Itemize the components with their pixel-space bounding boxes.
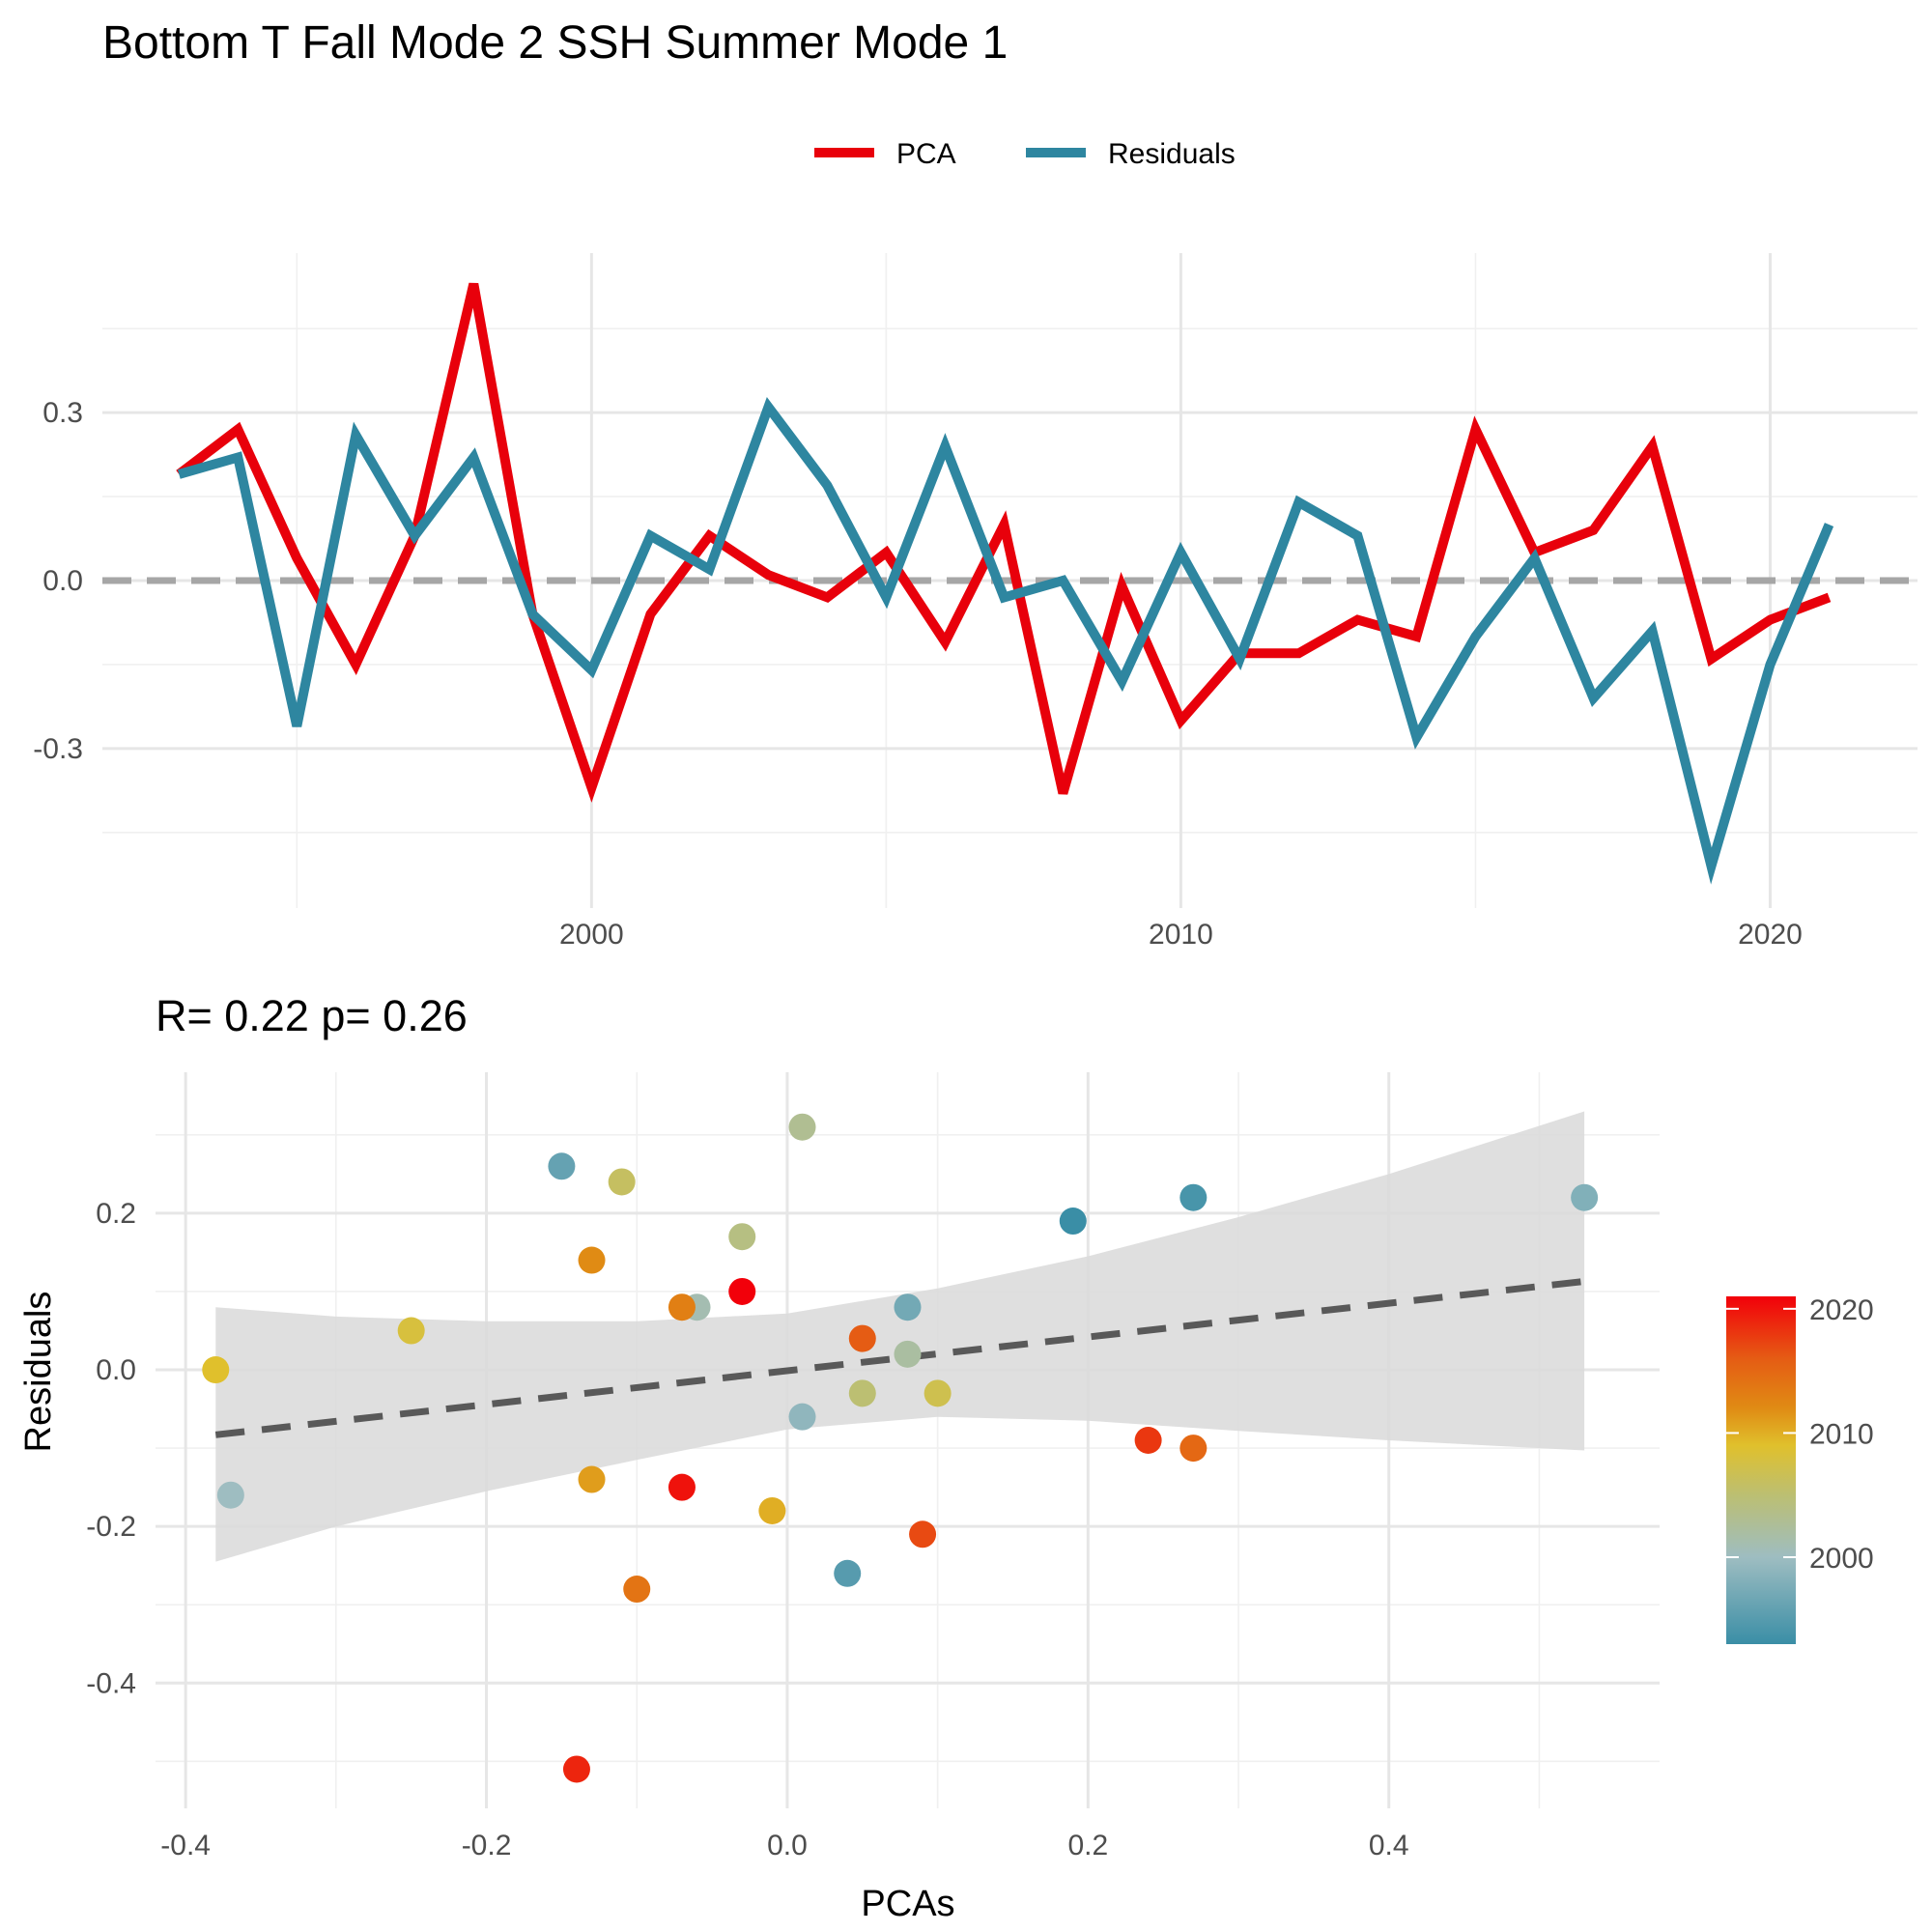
scatter-point — [608, 1168, 636, 1196]
scatter-point — [894, 1293, 922, 1321]
scatter-point — [397, 1317, 425, 1345]
y-tick-label: -0.2 — [86, 1511, 136, 1543]
scatter-point — [788, 1403, 816, 1431]
scatter-point — [548, 1152, 576, 1180]
y-tick-label: 0.0 — [43, 565, 83, 597]
series-line-residuals — [177, 397, 1834, 885]
y-tick-label: 0.3 — [43, 397, 83, 429]
y-tick-label: -0.3 — [33, 733, 83, 765]
scatter-point — [728, 1277, 756, 1305]
legend-label-pca: PCA — [896, 138, 956, 170]
scatter-point — [834, 1559, 862, 1587]
colorbar-gradient — [1726, 1296, 1796, 1644]
scatter-point — [788, 1113, 816, 1141]
scatter-x-axis-title: PCAs — [861, 1884, 954, 1924]
scatter-point — [894, 1340, 922, 1368]
x-tick-label: 0.4 — [1369, 1830, 1409, 1861]
scatter-point — [758, 1496, 786, 1524]
scatter-point — [578, 1246, 606, 1274]
y-tick-label: 0.2 — [96, 1198, 136, 1230]
scatter-panel: 0.2 0.0 -0.2 -0.4 -0.4 -0.2 0.0 0.2 0.4 — [86, 1072, 1660, 1861]
scatter-point — [216, 1481, 244, 1509]
scatter-point — [848, 1379, 876, 1407]
x-tick-label: 2000 — [559, 919, 624, 951]
scatter-point — [1134, 1427, 1162, 1454]
timeseries-panel: 0.3 0.0 -0.3 2000 2010 2020 — [33, 253, 1918, 951]
colorbar-tick-label: 2010 — [1809, 1418, 1874, 1450]
scatter-point — [848, 1324, 876, 1352]
confidence-band — [215, 1111, 1585, 1562]
scatter-point — [1571, 1183, 1599, 1211]
x-tick-label: 2010 — [1149, 919, 1213, 951]
x-tick-label: 0.0 — [767, 1830, 808, 1861]
scatter-point — [668, 1473, 696, 1501]
scatter-point — [578, 1465, 606, 1493]
x-tick-label: 0.2 — [1067, 1830, 1108, 1861]
scatter-point — [1179, 1183, 1208, 1211]
scatter-point — [623, 1576, 651, 1604]
colorbar-tick-label: 2000 — [1809, 1543, 1874, 1575]
colorbar: 2020 2010 2000 — [1726, 1294, 1874, 1644]
y-tick-label: 0.0 — [96, 1354, 136, 1386]
legend-label-residuals: Residuals — [1108, 138, 1236, 170]
scatter-point — [668, 1293, 696, 1321]
scatter-point — [1059, 1208, 1087, 1236]
y-tick-label: -0.4 — [86, 1667, 136, 1699]
x-tick-label: -0.4 — [160, 1830, 211, 1861]
scatter-y-axis-title: Residuals — [18, 1292, 59, 1453]
legend: PCA Residuals — [814, 138, 1236, 170]
scatter-point — [923, 1379, 952, 1407]
scatter-point — [1179, 1435, 1208, 1463]
series-line-pca — [176, 282, 1832, 803]
x-tick-label: -0.2 — [462, 1830, 512, 1861]
scatter-point — [562, 1755, 590, 1783]
scatter-point — [728, 1223, 756, 1251]
colorbar-tick-label: 2020 — [1809, 1294, 1874, 1326]
x-tick-label: 2020 — [1738, 919, 1803, 951]
figure-title: Bottom T Fall Mode 2 SSH Summer Mode 1 — [102, 17, 1008, 69]
scatter-point — [909, 1520, 937, 1548]
scatter-point — [202, 1356, 230, 1384]
scatter-title: R= 0.22 p= 0.26 — [156, 991, 468, 1040]
